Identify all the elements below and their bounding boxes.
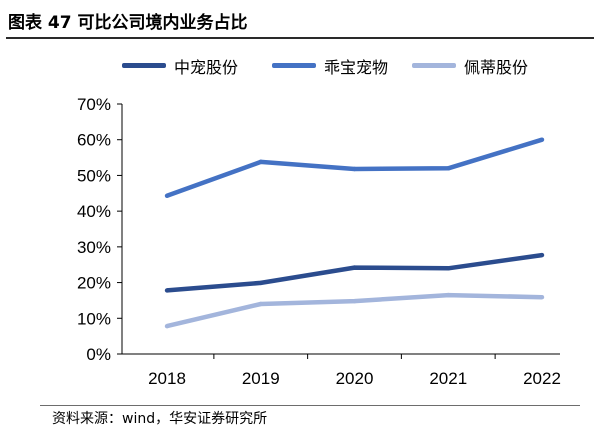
chart-title: 图表 47 可比公司境内业务占比 xyxy=(8,13,248,33)
data-point-series-2 xyxy=(446,292,451,298)
data-point-series-2 xyxy=(258,301,263,307)
y-tick-label: 0% xyxy=(86,345,111,364)
legend-label-series-1: 乖宝宠物 xyxy=(324,58,389,77)
data-point-series-1 xyxy=(164,193,170,198)
x-tick-label: 2019 xyxy=(242,369,280,388)
data-point-series-0 xyxy=(258,280,263,286)
y-tick-label: 30% xyxy=(77,238,111,257)
data-point-series-1 xyxy=(446,166,451,171)
data-point-series-0 xyxy=(446,266,451,271)
data-point-series-1 xyxy=(352,166,357,172)
y-tick-label: 70% xyxy=(77,95,111,114)
data-point-series-2 xyxy=(164,323,170,329)
x-tick-label: 2020 xyxy=(336,369,374,388)
data-point-series-1 xyxy=(258,159,263,165)
legend-swatch-series-0 xyxy=(122,63,166,68)
y-tick-label: 40% xyxy=(77,202,111,221)
footer-divider xyxy=(40,405,580,406)
data-point-series-0 xyxy=(352,265,357,270)
x-tick-label: 2018 xyxy=(148,369,186,388)
data-point-series-0 xyxy=(164,288,170,293)
y-tick-label: 60% xyxy=(77,131,111,150)
legend-label-series-2: 佩蒂股份 xyxy=(464,58,529,77)
y-tick-label: 10% xyxy=(77,309,111,328)
x-tick-label: 2021 xyxy=(429,369,467,388)
legend-label-series-0: 中宠股份 xyxy=(174,58,239,77)
data-point-series-2 xyxy=(352,298,357,304)
title-divider xyxy=(6,37,594,39)
data-point-series-0 xyxy=(539,252,545,258)
source-note: 资料来源：wind，华安证券研究所 xyxy=(52,411,268,427)
title-row: 图表 47 可比公司境内业务占比 xyxy=(6,4,594,39)
legend-swatch-series-1 xyxy=(272,63,316,68)
data-point-series-2 xyxy=(539,295,545,300)
data-point-series-1 xyxy=(539,137,545,142)
y-tick-label: 50% xyxy=(77,166,111,185)
legend: 中宠股份 乖宝宠物 佩蒂股份 xyxy=(0,54,600,77)
series-line-0 xyxy=(166,252,543,293)
legend-swatch-series-2 xyxy=(412,63,456,68)
y-tick-label: 20% xyxy=(77,274,111,293)
x-tick-label: 2022 xyxy=(523,369,561,388)
